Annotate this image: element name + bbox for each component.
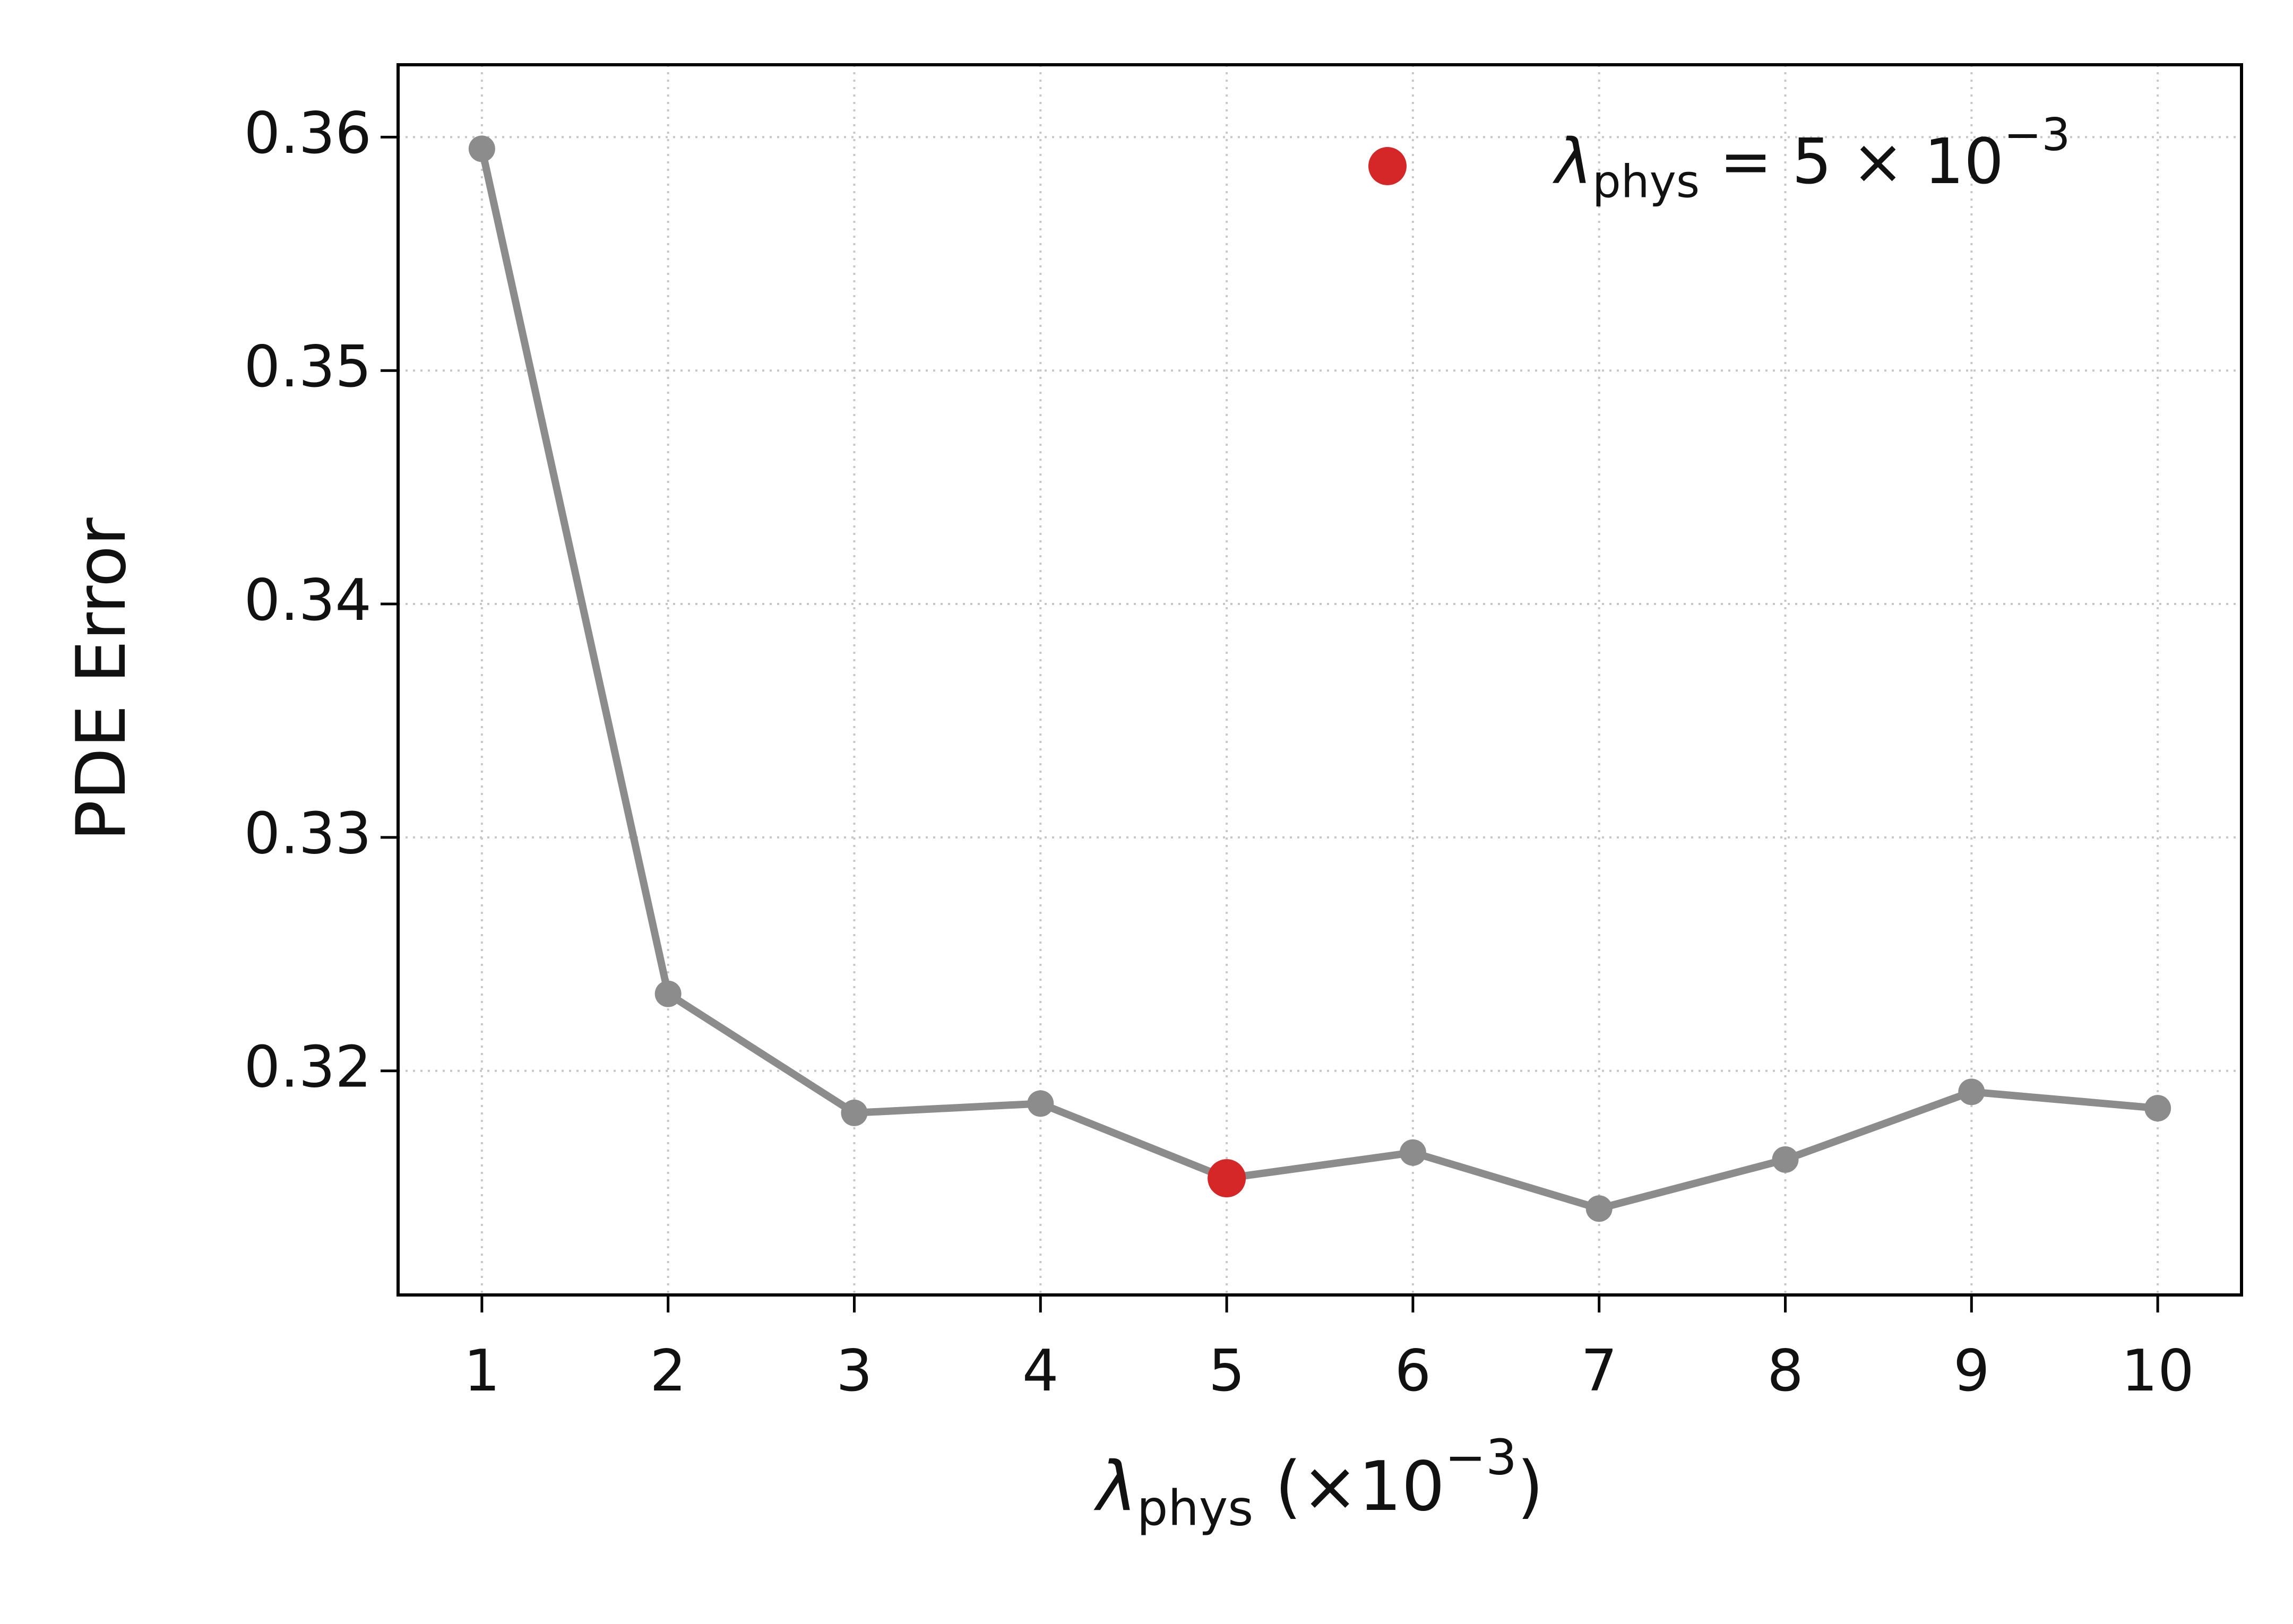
- x-tick-label: 10: [2121, 1338, 2194, 1404]
- point: [1027, 1090, 1054, 1117]
- x-axis-label-part: (×10: [1253, 1447, 1445, 1526]
- x-axis-label-part: −3: [1445, 1429, 1517, 1486]
- y-axis-label: PDE Error: [62, 517, 141, 841]
- grid: [398, 65, 2242, 1295]
- y-tick-label: 0.34: [244, 567, 372, 634]
- x-tick-label: 1: [464, 1338, 501, 1404]
- point: [1772, 1146, 1799, 1173]
- x-tick-label: 2: [650, 1338, 686, 1404]
- line: [478, 148, 2158, 1213]
- x-axis-label: λphys (×10−3): [1093, 1429, 1544, 1537]
- point: [654, 980, 682, 1007]
- x-axis-label-part: ): [1517, 1447, 1544, 1526]
- x-tick-label: 7: [1581, 1338, 1617, 1404]
- point: [1585, 1195, 1613, 1222]
- x-tick-label: 5: [1209, 1338, 1245, 1404]
- legend-label-part: phys: [1592, 156, 1700, 209]
- point: [1399, 1139, 1426, 1166]
- x-tick-label: 8: [1767, 1338, 1804, 1404]
- legend-label-part: −3: [2004, 109, 2070, 161]
- y-tick-label: 0.35: [244, 334, 372, 400]
- point: [2144, 1095, 2171, 1122]
- x-axis-label-part: λ: [1093, 1447, 1137, 1526]
- y-tick-label: 0.33: [244, 801, 372, 867]
- legend-label-part: λ: [1552, 125, 1592, 198]
- data-layer: [468, 135, 2171, 1222]
- plot-frame: [396, 63, 2243, 1297]
- point: [1958, 1078, 1985, 1105]
- point: [1208, 1159, 1246, 1198]
- y-tick-label: 0.32: [244, 1034, 372, 1101]
- x-tick-label: 3: [836, 1338, 873, 1404]
- x-axis-label-part: phys: [1137, 1480, 1253, 1537]
- x-tick-label: 4: [1022, 1338, 1059, 1404]
- legend-marker: [1368, 147, 1407, 185]
- legend-label: λphys = 5 × 10−3: [1552, 109, 2070, 209]
- legend-label-part: = 5 × 10: [1700, 125, 2004, 198]
- y-tick-label: 0.36: [244, 100, 372, 167]
- x-tick-label: 6: [1395, 1338, 1432, 1404]
- x-tick-label: 9: [1953, 1338, 1990, 1404]
- point: [468, 135, 495, 162]
- point: [841, 1099, 868, 1126]
